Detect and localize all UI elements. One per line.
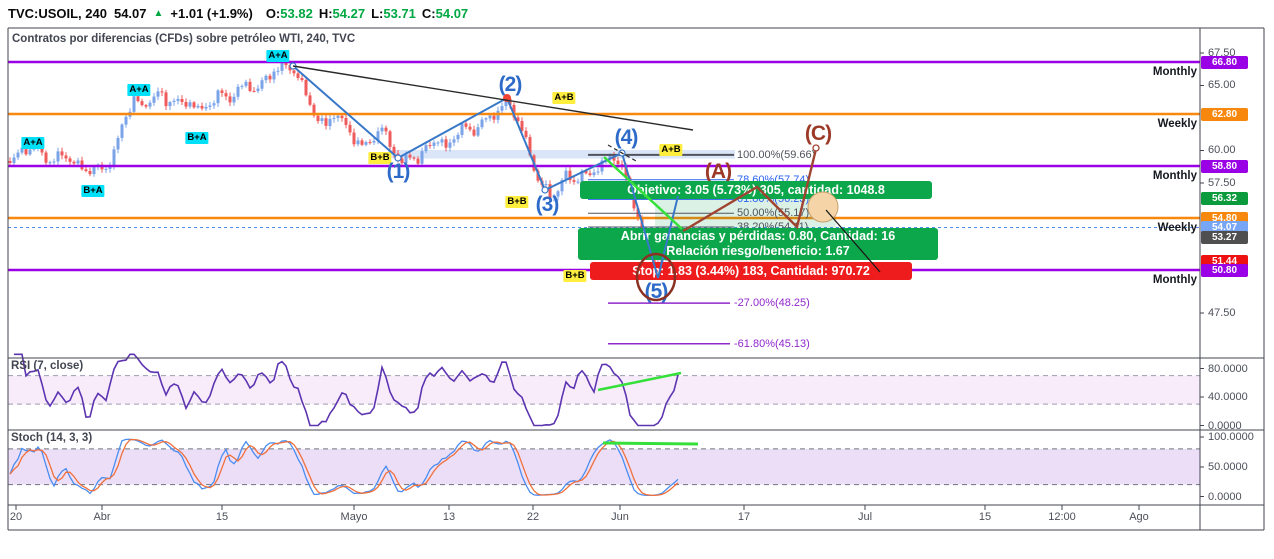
price-axis-tick: 57.50 — [1208, 176, 1236, 189]
stoch-legend: Stoch (14, 3, 3) — [11, 432, 93, 444]
stoch-axis-tick: 0.0000 — [1208, 490, 1242, 503]
price-axis-tick: 60.00 — [1208, 144, 1236, 157]
pattern-badge-ba[interactable]: B+A — [81, 185, 105, 197]
rsi-axis-tick: 0.0000 — [1208, 419, 1242, 432]
wave-label-5[interactable]: (5) — [644, 280, 669, 303]
up-arrow-icon: ▲ — [153, 7, 164, 19]
fib-level-label[interactable]: 100.00%(59.66) — [737, 148, 816, 161]
pattern-badge-ab[interactable]: A+B — [552, 92, 576, 104]
price-axis-tick: 47.50 — [1208, 306, 1236, 319]
ohlc-value: 54.27 — [332, 6, 366, 21]
pattern-badge-bb[interactable]: B+B — [563, 270, 587, 282]
pattern-badge-ab[interactable]: A+B — [659, 144, 683, 156]
price-change: +1.01 (+1.9%) — [170, 6, 253, 21]
pattern-badge-aa[interactable]: A+A — [266, 50, 290, 62]
symbol-title[interactable]: TVC:USOIL, 240 — [8, 6, 107, 21]
level-label-monthly[interactable]: Monthly — [1152, 66, 1197, 78]
pattern-badge-aa[interactable]: A+A — [127, 84, 151, 96]
pattern-badge-ba[interactable]: B+A — [185, 132, 209, 144]
time-axis-tick: Jul — [857, 511, 873, 523]
time-axis-tick: Abr — [93, 511, 111, 523]
ohlc-label: C: — [421, 6, 436, 21]
position-open-pl-label[interactable]: Abrir ganancias y pérdidas: 0.80, Cantid… — [578, 228, 938, 260]
symbol-info-bar: TVC:USOIL, 240 54.07 ▲ +1.01 (+1.9%) O:5… — [0, 0, 1274, 27]
time-axis-tick: 20 — [9, 511, 23, 523]
stoch-axis-tick: 50.0000 — [1208, 460, 1248, 473]
level-label-weekly[interactable]: Weekly — [1157, 222, 1197, 234]
position-stop-label[interactable]: Stop: 1.83 (3.44%) 183, Cantidad: 970.72 — [590, 262, 912, 280]
wave-label-3[interactable]: (3) — [535, 193, 560, 216]
price-badge-62.80: 62.80 — [1201, 107, 1248, 121]
ohlc-label: H: — [318, 6, 333, 21]
wave-label-4[interactable]: (4) — [614, 126, 639, 149]
ohlc-value: 54.07 — [435, 6, 469, 21]
chart-legend: Contratos por diferencias (CFDs) sobre p… — [12, 33, 356, 45]
wave-label-C[interactable]: (C) — [804, 122, 832, 145]
rsi-axis-tick: 40.0000 — [1208, 391, 1248, 403]
ohlc-value: 53.82 — [280, 6, 313, 21]
position-open-pl-text: Abrir ganancias y pérdidas: 0.80, Cantid… — [620, 229, 896, 243]
ohlc-label: L: — [371, 6, 384, 21]
time-axis-tick: Ago — [1129, 511, 1149, 523]
wave-label-2[interactable]: (2) — [498, 73, 523, 96]
ohlc-values: O:53.82 H:54.27 L:53.71 C:54.07 — [260, 6, 468, 21]
level-label-weekly[interactable]: Weekly — [1157, 118, 1197, 130]
fib-extension-label[interactable]: -27.00%(48.25) — [734, 297, 810, 310]
rsi-axis-tick: 80.0000 — [1208, 362, 1248, 375]
price-badge-56.32: 56.32 — [1201, 191, 1248, 205]
price-badge-66.80: 66.80 — [1201, 55, 1248, 69]
position-target-label[interactable]: Objetivo: 3.05 (5.73%) 305, cantidad: 10… — [580, 181, 932, 199]
fib-extension-label[interactable]: -61.80%(45.13) — [734, 337, 810, 350]
level-label-monthly[interactable]: Monthly — [1152, 170, 1197, 182]
price-badge-54.07: 54.07 — [1201, 220, 1248, 234]
pattern-badge-aa[interactable]: A+A — [21, 137, 45, 149]
time-axis-tick: 15 — [978, 511, 992, 523]
position-risk-reward-text: Relación riesgo/beneficio: 1.67 — [666, 244, 850, 258]
time-axis-tick: 17 — [737, 511, 751, 523]
time-axis-tick: 22 — [526, 511, 540, 523]
fib-level-label[interactable]: 50.00%(55.17) — [737, 207, 810, 220]
price-badge-58.80: 58.80 — [1201, 159, 1248, 173]
wave-label-1[interactable]: (1) — [386, 160, 411, 183]
price-badge-50.80: 50.80 — [1201, 263, 1248, 277]
pattern-badge-bb[interactable]: B+B — [505, 196, 529, 208]
time-axis-tick: 13 — [442, 511, 456, 523]
ohlc-label: O: — [265, 6, 281, 21]
time-axis-tick: Mayo — [340, 511, 368, 523]
price-badge-53.27: 53.27 — [1201, 231, 1248, 245]
time-axis-tick: Jun — [611, 511, 629, 523]
price-axis-tick: 65.00 — [1208, 79, 1236, 92]
level-label-monthly[interactable]: Monthly — [1152, 274, 1197, 286]
time-axis-tick: 12:00 — [1048, 511, 1076, 523]
ohlc-value: 53.71 — [383, 6, 416, 21]
stoch-axis-tick: 100.0000 — [1208, 431, 1254, 443]
rsi-legend: RSI (7, close) — [11, 360, 84, 372]
last-price: 54.07 — [113, 6, 147, 21]
time-axis-tick: 15 — [215, 511, 229, 523]
